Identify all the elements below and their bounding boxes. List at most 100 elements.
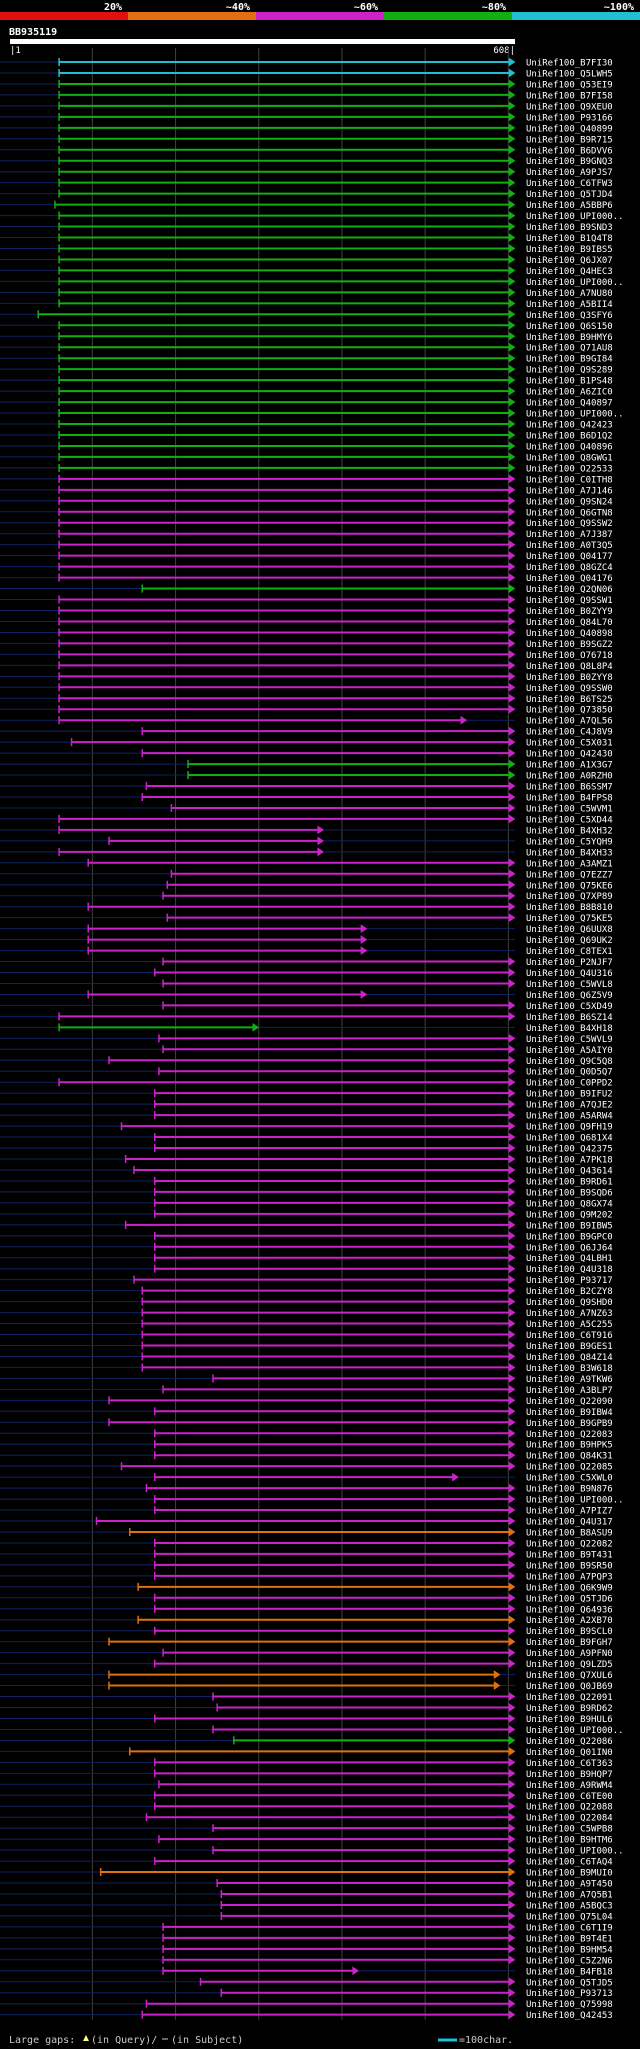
- hit-row[interactable]: UniRef100_B9HTM6: [0, 1834, 613, 1846]
- hit-id-label[interactable]: UniRef100_C6TAQ4: [526, 1858, 613, 1868]
- hit-id-label[interactable]: UniRef100_B9R715: [526, 135, 613, 145]
- hit-id-label[interactable]: UniRef100_A0T3Q5: [526, 541, 613, 551]
- hit-row[interactable]: UniRef100_B9RD61: [0, 1176, 613, 1188]
- hit-id-label[interactable]: UniRef100_C5WVL8: [526, 980, 613, 990]
- hit-id-label[interactable]: UniRef100_C5XWL0: [526, 1474, 613, 1484]
- hit-id-label[interactable]: UniRef100_Q69UK2: [526, 936, 613, 946]
- hit-id-label[interactable]: UniRef100_B9T4E1: [526, 1934, 613, 1944]
- hit-row[interactable]: UniRef100_A7J387: [0, 529, 613, 541]
- hit-id-label[interactable]: UniRef100_B3W618: [526, 1364, 613, 1374]
- hit-row[interactable]: UniRef100_Q53EI9: [0, 79, 613, 91]
- hit-row[interactable]: UniRef100_B9GPB9: [0, 1417, 613, 1429]
- hit-id-label[interactable]: UniRef100_Q53EI9: [526, 80, 613, 90]
- hit-row[interactable]: UniRef100_A1X3G7: [0, 759, 613, 771]
- hit-id-label[interactable]: UniRef100_B9IBW5: [526, 1221, 613, 1231]
- hit-id-label[interactable]: UniRef100_Q6UUX8: [526, 925, 613, 935]
- hit-id-label[interactable]: UniRef100_A7PIZ7: [526, 1507, 613, 1517]
- hit-row[interactable]: UniRef100_Q4HEC3: [0, 265, 613, 277]
- hit-row[interactable]: UniRef100_A2XB70: [0, 1615, 613, 1627]
- hit-row[interactable]: UniRef100_Q6JX07: [0, 254, 613, 266]
- hit-row[interactable]: UniRef100_P93166: [0, 112, 613, 124]
- hit-id-label[interactable]: UniRef100_A7QJE2: [526, 1101, 613, 1111]
- hit-id-label[interactable]: UniRef100_Q22082: [526, 1539, 613, 1549]
- hit-row[interactable]: UniRef100_P93713: [0, 1988, 613, 2000]
- hit-id-label[interactable]: UniRef100_B4XH33: [526, 848, 613, 858]
- hit-id-label[interactable]: UniRef100_C0PPD2: [526, 1079, 613, 1089]
- hit-row[interactable]: UniRef100_A7NU80: [0, 287, 613, 299]
- hit-row[interactable]: UniRef100_B1Q4T8: [0, 233, 613, 245]
- hit-row[interactable]: UniRef100_B4FB18: [0, 1966, 613, 1978]
- hit-row[interactable]: UniRef100_C6T363: [0, 1757, 613, 1769]
- hit-id-label[interactable]: UniRef100_C5XD49: [526, 1002, 613, 1012]
- hit-row[interactable]: UniRef100_Q75L04: [0, 1911, 613, 1923]
- hit-row[interactable]: UniRef100_Q84K31: [0, 1450, 613, 1462]
- hit-id-label[interactable]: UniRef100_Q4LBH1: [526, 1254, 613, 1264]
- hit-row[interactable]: UniRef100_B9HUL6: [0, 1714, 613, 1725]
- hit-id-label[interactable]: UniRef100_P2NJF7: [526, 958, 613, 968]
- hit-row[interactable]: UniRef100_A7PIZ7: [0, 1505, 613, 1517]
- hit-row[interactable]: UniRef100_Q4U316: [0, 968, 613, 980]
- hit-id-label[interactable]: UniRef100_Q5LWH5: [526, 69, 613, 79]
- hit-id-label[interactable]: UniRef100_A7NU80: [526, 289, 613, 299]
- hit-row[interactable]: UniRef100_UPI000..: [0, 1494, 624, 1506]
- hit-id-label[interactable]: UniRef100_B9SND3: [526, 223, 613, 233]
- hit-row[interactable]: UniRef100_Q69UK2: [0, 935, 613, 947]
- hit-id-label[interactable]: UniRef100_Q9SSW2: [526, 519, 613, 529]
- hit-id-label[interactable]: UniRef100_Q75998: [526, 2000, 613, 2010]
- hit-id-label[interactable]: UniRef100_Q4U318: [526, 1265, 613, 1275]
- hit-id-label[interactable]: UniRef100_C6T363: [526, 1759, 613, 1769]
- hit-id-label[interactable]: UniRef100_B9SGZ2: [526, 640, 613, 650]
- hit-row[interactable]: UniRef100_A5BQC3: [0, 1900, 613, 1912]
- hit-row[interactable]: UniRef100_Q9M202: [0, 1209, 613, 1221]
- hit-id-label[interactable]: UniRef100_A3BLP7: [526, 1386, 613, 1396]
- hit-row[interactable]: UniRef100_Q9SSW2: [0, 518, 613, 530]
- hit-id-label[interactable]: UniRef100_Q22088: [526, 1803, 613, 1813]
- hit-id-label[interactable]: UniRef100_Q4U317: [526, 1518, 613, 1528]
- hit-id-label[interactable]: UniRef100_C4J8V9: [526, 728, 613, 738]
- hit-row[interactable]: UniRef100_O76718: [0, 649, 613, 661]
- hit-id-label[interactable]: UniRef100_Q0D5Q7: [526, 1068, 613, 1078]
- hit-row[interactable]: UniRef100_Q6S150: [0, 320, 613, 332]
- hit-row[interactable]: UniRef100_B7FI58: [0, 90, 613, 102]
- hit-id-label[interactable]: UniRef100_B8B810: [526, 903, 613, 913]
- hit-row[interactable]: UniRef100_Q43614: [0, 1165, 613, 1177]
- hit-id-label[interactable]: UniRef100_A9TKW6: [526, 1375, 613, 1385]
- hit-id-label[interactable]: UniRef100_B2CZY8: [526, 1287, 613, 1297]
- hit-row[interactable]: UniRef100_Q9LZD5: [0, 1659, 613, 1671]
- hit-id-label[interactable]: UniRef100_B9RD62: [526, 1704, 613, 1714]
- hit-id-label[interactable]: UniRef100_B9GNQ3: [526, 157, 613, 167]
- hit-id-label[interactable]: UniRef100_A9PFN0: [526, 1649, 613, 1659]
- hit-row[interactable]: UniRef100_Q22088: [0, 1801, 613, 1813]
- hit-id-label[interactable]: UniRef100_A5AIY0: [526, 1046, 613, 1056]
- hit-row[interactable]: UniRef100_B9GES1: [0, 1341, 613, 1352]
- hit-row[interactable]: UniRef100_B9SCL0: [0, 1626, 613, 1638]
- hit-id-label[interactable]: UniRef100_B4FPS8: [526, 793, 613, 803]
- hit-id-label[interactable]: UniRef100_UPI000..: [526, 212, 624, 222]
- hit-id-label[interactable]: UniRef100_A2XB70: [526, 1616, 613, 1626]
- hit-row[interactable]: UniRef100_B0ZYY8: [0, 671, 613, 683]
- hit-id-label[interactable]: UniRef100_Q64936: [526, 1605, 613, 1615]
- hit-id-label[interactable]: UniRef100_Q42423: [526, 421, 613, 431]
- hit-row[interactable]: UniRef100_A9PJS7: [0, 167, 613, 179]
- hit-id-label[interactable]: UniRef100_Q40896: [526, 442, 613, 452]
- hit-id-label[interactable]: UniRef100_B6DVV6: [526, 146, 613, 156]
- hit-row[interactable]: UniRef100_C5Z2N6: [0, 1955, 613, 1967]
- hit-row[interactable]: UniRef100_B9GI84: [0, 353, 613, 365]
- hit-row[interactable]: UniRef100_B4XH18: [0, 1022, 613, 1034]
- hit-row[interactable]: UniRef100_Q4U317: [0, 1516, 613, 1528]
- hit-id-label[interactable]: UniRef100_Q6JJ64: [526, 1243, 613, 1253]
- hit-row[interactable]: UniRef100_Q8GWG1: [0, 452, 613, 464]
- hit-id-label[interactable]: UniRef100_B9SR50: [526, 1561, 613, 1571]
- hit-id-label[interactable]: UniRef100_A5BII4: [526, 300, 613, 310]
- hit-row[interactable]: UniRef100_B6DVV6: [0, 145, 613, 157]
- hit-row[interactable]: UniRef100_Q6Z5V9: [0, 989, 613, 1001]
- hit-row[interactable]: UniRef100_P93717: [0, 1275, 613, 1287]
- hit-id-label[interactable]: UniRef100_Q42453: [526, 2011, 613, 2021]
- hit-id-label[interactable]: UniRef100_C6TE00: [526, 1792, 613, 1802]
- hit-row[interactable]: UniRef100_Q75KE5: [0, 913, 613, 925]
- hit-row[interactable]: UniRef100_A5BBP6: [0, 200, 613, 212]
- hit-row[interactable]: UniRef100_B9GNQ3: [0, 156, 613, 168]
- hit-row[interactable]: UniRef100_B9MUI0: [0, 1867, 613, 1879]
- hit-id-label[interactable]: UniRef100_Q01IN0: [526, 1748, 613, 1758]
- hit-row[interactable]: UniRef100_Q40897: [0, 397, 613, 409]
